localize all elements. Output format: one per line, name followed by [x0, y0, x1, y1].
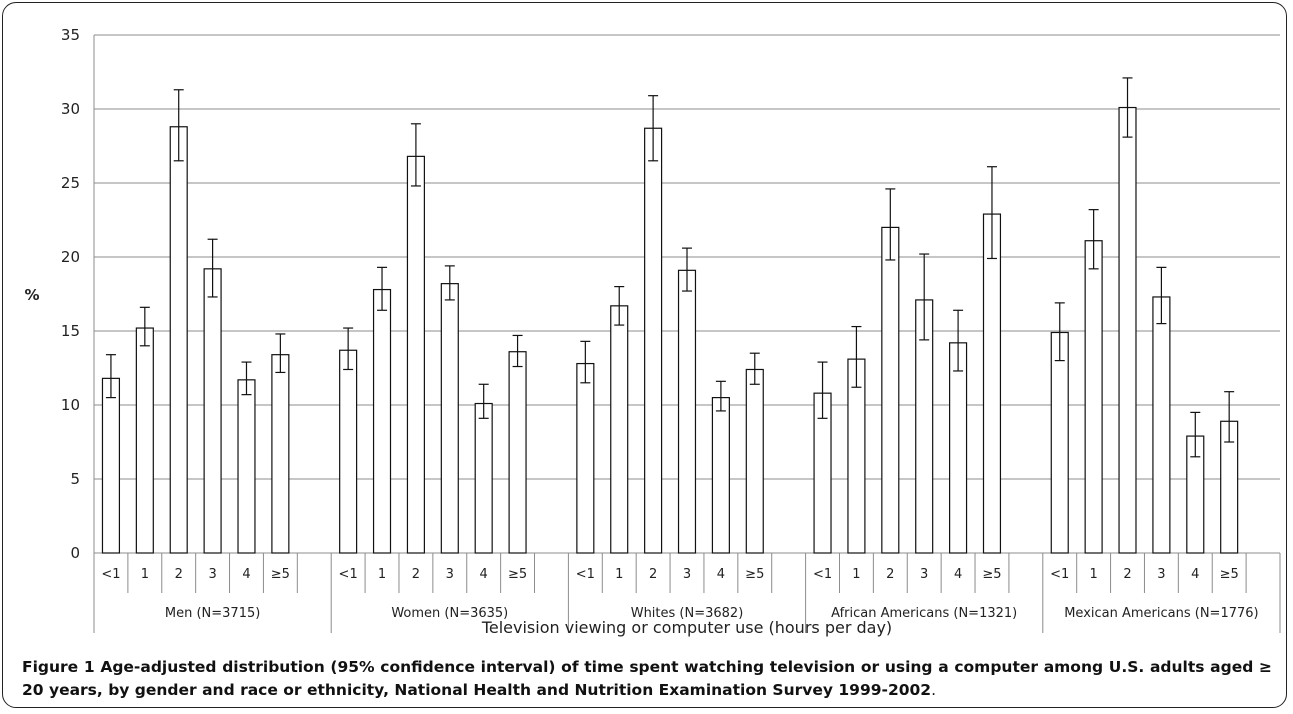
x-tick-label: <1: [1050, 567, 1069, 582]
bar: [339, 349, 358, 554]
bar: [576, 362, 595, 554]
group-label: Whites (N=3682): [631, 606, 744, 621]
x-tick-label: 2: [649, 567, 657, 582]
bar: [372, 288, 392, 554]
bar: [101, 377, 121, 554]
bar: [644, 127, 663, 554]
y-tick-label: 20: [61, 248, 80, 266]
x-tick-label: 3: [1157, 567, 1165, 582]
x-tick-label: 2: [886, 567, 894, 582]
x-tick-label: ≥5: [508, 567, 527, 582]
y-tick-label: 25: [61, 174, 80, 192]
x-tick-label: ≥5: [745, 567, 764, 582]
x-tick-label: 1: [141, 567, 149, 582]
bar: [135, 327, 154, 554]
x-tick-label: 3: [683, 567, 691, 582]
bar-chart: 0 5 10 15 20 25 30 35% <1 1 2 3 4 ≥5 Men (N=3715) <1 1 2 3…: [24, 26, 1281, 637]
x-tick-label: 1: [852, 567, 860, 582]
bar: [1084, 240, 1103, 554]
bar: [474, 402, 493, 554]
x-axis-title: Television viewing or computer use (hour…: [481, 618, 892, 637]
bar: [1152, 296, 1171, 554]
bar: [711, 397, 730, 554]
bar: [847, 358, 866, 554]
x-tick-label: 4: [242, 567, 250, 582]
y-tick-label: 0: [70, 544, 80, 562]
group-label: African Americans (N=1321): [831, 606, 1017, 621]
x-tick-label: <1: [576, 567, 595, 582]
figure-caption-end: .: [931, 681, 937, 699]
bar: [237, 379, 256, 554]
y-tick-label: 30: [61, 100, 80, 118]
bar: [406, 155, 425, 554]
group-label: Women (N=3635): [391, 606, 508, 621]
figure-caption-body: Age-adjusted distribution (95% confidenc…: [22, 658, 1272, 699]
bar: [440, 283, 459, 554]
x-tick-label: <1: [101, 567, 120, 582]
x-tick-label: 1: [1089, 567, 1097, 582]
figure-caption: Figure 1 Age-adjusted distribution (95% …: [22, 656, 1272, 702]
bar: [271, 354, 290, 554]
x-tick-label: 4: [480, 567, 488, 582]
y-tick-label: 5: [70, 470, 80, 488]
y-axis-label: %: [24, 286, 39, 304]
bar: [1050, 331, 1069, 554]
bar: [677, 269, 697, 554]
x-tick-label: ≥5: [271, 567, 290, 582]
y-tick-label: 10: [61, 396, 80, 414]
x-tick-label: 4: [954, 567, 962, 582]
x-tick-label: <1: [339, 567, 358, 582]
bar: [1118, 106, 1137, 554]
x-tick-label: <1: [813, 567, 832, 582]
x-tick-label: ≥5: [1220, 567, 1239, 582]
bar: [745, 368, 764, 554]
x-tick-label: 3: [920, 567, 928, 582]
figure-label: Figure 1: [22, 658, 95, 676]
y-tick-label: 35: [61, 26, 80, 44]
bar: [203, 268, 222, 554]
group-label: Men (N=3715): [165, 606, 260, 621]
x-tick-label: 3: [208, 567, 216, 582]
bar: [508, 351, 527, 554]
x-tick-label: 1: [615, 567, 623, 582]
figure-caption-text: Figure 1 Age-adjusted distribution (95% …: [22, 658, 1272, 699]
bar: [949, 342, 968, 554]
x-tick-label: 2: [412, 567, 420, 582]
x-tick-label: 2: [1123, 567, 1131, 582]
bar: [610, 305, 629, 554]
x-tick-label: 1: [378, 567, 386, 582]
x-tick-label: ≥5: [982, 567, 1001, 582]
x-tick-label: 4: [717, 567, 725, 582]
x-tick-label: 4: [1191, 567, 1199, 582]
bar: [982, 213, 1002, 554]
bar: [881, 226, 900, 554]
x-tick-label: 2: [175, 567, 183, 582]
bar: [169, 126, 188, 554]
y-tick-label: 15: [61, 322, 80, 340]
group-label: Mexican Americans (N=1776): [1064, 606, 1258, 621]
x-tick-label: 3: [446, 567, 454, 582]
